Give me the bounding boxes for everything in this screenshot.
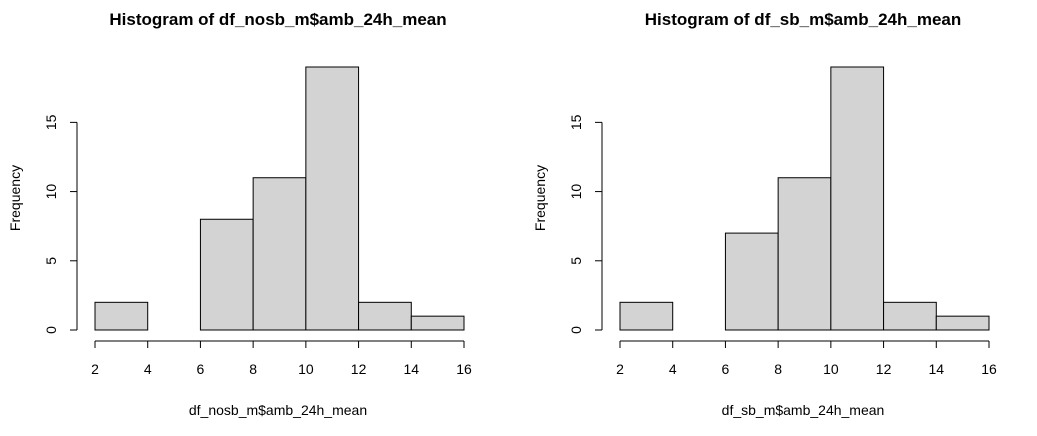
histogram-bar — [777, 177, 832, 331]
y-tick-label: 5 — [43, 257, 59, 265]
x-tick-label: 2 — [91, 361, 99, 377]
histogram-bar — [199, 218, 254, 331]
x-tick-label: 14 — [403, 361, 419, 377]
histogram-bar — [358, 301, 412, 331]
y-tick-label: 15 — [568, 114, 584, 130]
y-axis: 0 5 10 15 — [568, 114, 603, 334]
y-tick-label: 10 — [568, 184, 584, 200]
y-tick-label: 5 — [568, 257, 584, 265]
histogram-panel-left: Histogram of df_nosb_m$amb_24h_mean df_n… — [7, 10, 472, 418]
x-tick-label: 6 — [722, 361, 730, 377]
x-tick-label: 10 — [298, 361, 314, 377]
x-axis-label: df_sb_m$amb_24h_mean — [722, 402, 885, 418]
histogram-bar — [724, 232, 779, 331]
y-axis-label: Frequency — [7, 165, 23, 231]
x-tick-label: 14 — [928, 361, 944, 377]
y-tick-label: 10 — [43, 184, 59, 200]
histogram-bar — [935, 315, 990, 331]
chart-title: Histogram of df_sb_m$amb_24h_mean — [645, 10, 962, 29]
histogram-bar — [410, 315, 465, 331]
histogram-bar — [883, 301, 937, 331]
x-tick-label: 8 — [249, 361, 257, 377]
histogram-bar — [830, 66, 885, 331]
x-tick-label: 8 — [774, 361, 782, 377]
histogram-bar — [252, 177, 307, 331]
histogram-bar — [305, 66, 360, 331]
histogram-panel-right: Histogram of df_sb_m$amb_24h_mean df_sb_… — [532, 10, 997, 418]
x-tick-label: 2 — [616, 361, 624, 377]
y-tick-label: 15 — [43, 114, 59, 130]
y-axis-label: Frequency — [532, 165, 548, 231]
x-tick-label: 12 — [876, 361, 892, 377]
chart-title: Histogram of df_nosb_m$amb_24h_mean — [109, 10, 446, 29]
x-axis-label: df_nosb_m$amb_24h_mean — [189, 402, 367, 418]
y-tick-label: 0 — [43, 326, 59, 334]
x-tick-label: 10 — [823, 361, 839, 377]
x-tick-label: 4 — [144, 361, 152, 377]
histogram-bar — [94, 301, 149, 331]
x-tick-label: 16 — [981, 361, 997, 377]
x-tick-label: 12 — [351, 361, 367, 377]
bar-group — [94, 66, 465, 331]
x-axis: 2 4 6 8 10 12 14 16 — [91, 340, 472, 377]
x-axis: 2 4 6 8 10 12 14 16 — [616, 340, 997, 377]
bar-group — [619, 66, 990, 331]
y-axis: 0 5 10 15 — [43, 114, 78, 334]
x-tick-label: 4 — [669, 361, 677, 377]
x-tick-label: 16 — [456, 361, 472, 377]
y-tick-label: 0 — [568, 326, 584, 334]
histogram-bar — [619, 301, 674, 331]
x-tick-label: 6 — [197, 361, 205, 377]
